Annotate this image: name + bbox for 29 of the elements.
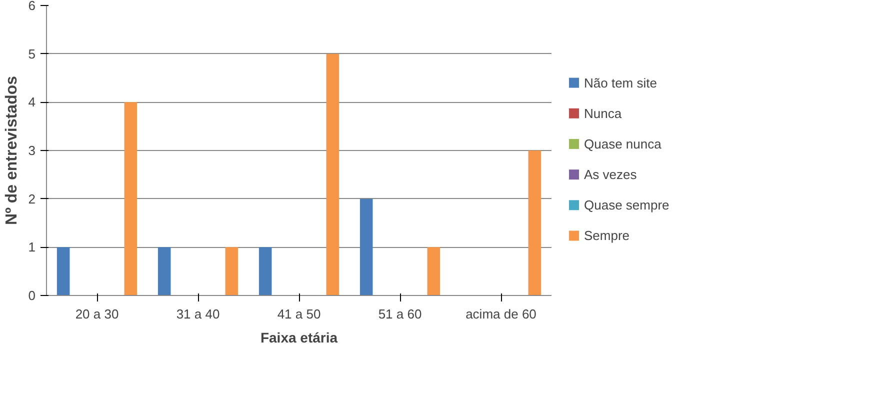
bar [326, 54, 340, 296]
y-tick-label: 2 [28, 191, 36, 206]
y-tick-label: 6 [28, 0, 36, 13]
bar [225, 247, 238, 296]
y-tick-label: 3 [28, 143, 36, 158]
bar [258, 247, 272, 296]
bar [124, 102, 138, 296]
legend-label: Quase nunca [584, 136, 662, 152]
x-tick-label: 20 a 30 [75, 306, 119, 322]
bar [56, 247, 70, 296]
legend-label: Nunca [584, 106, 622, 121]
y-tick-label: 0 [28, 288, 36, 303]
legend-label: Sempre [584, 228, 630, 244]
legend-label: Quase sempre [584, 198, 670, 213]
y-tick-label: 1 [28, 240, 36, 255]
legend-label: As vezes [584, 167, 638, 182]
bar [158, 247, 171, 296]
legend-label: Não tem site [584, 75, 657, 90]
y-tick-label: 4 [28, 94, 36, 110]
x-tick-label: 31 a 40 [176, 306, 220, 322]
x-axis-title: Faixa etária [260, 330, 338, 346]
x-tick-label: 41 a 50 [277, 306, 321, 322]
x-tick-label: 51 a 60 [378, 306, 422, 322]
bar [528, 150, 542, 296]
y-tick-label: 5 [28, 46, 36, 62]
x-tick-label: acima de 60 [466, 306, 536, 322]
y-axis-title: Nº de entrevistados [3, 76, 20, 225]
bar [427, 247, 440, 296]
bar [360, 198, 373, 296]
